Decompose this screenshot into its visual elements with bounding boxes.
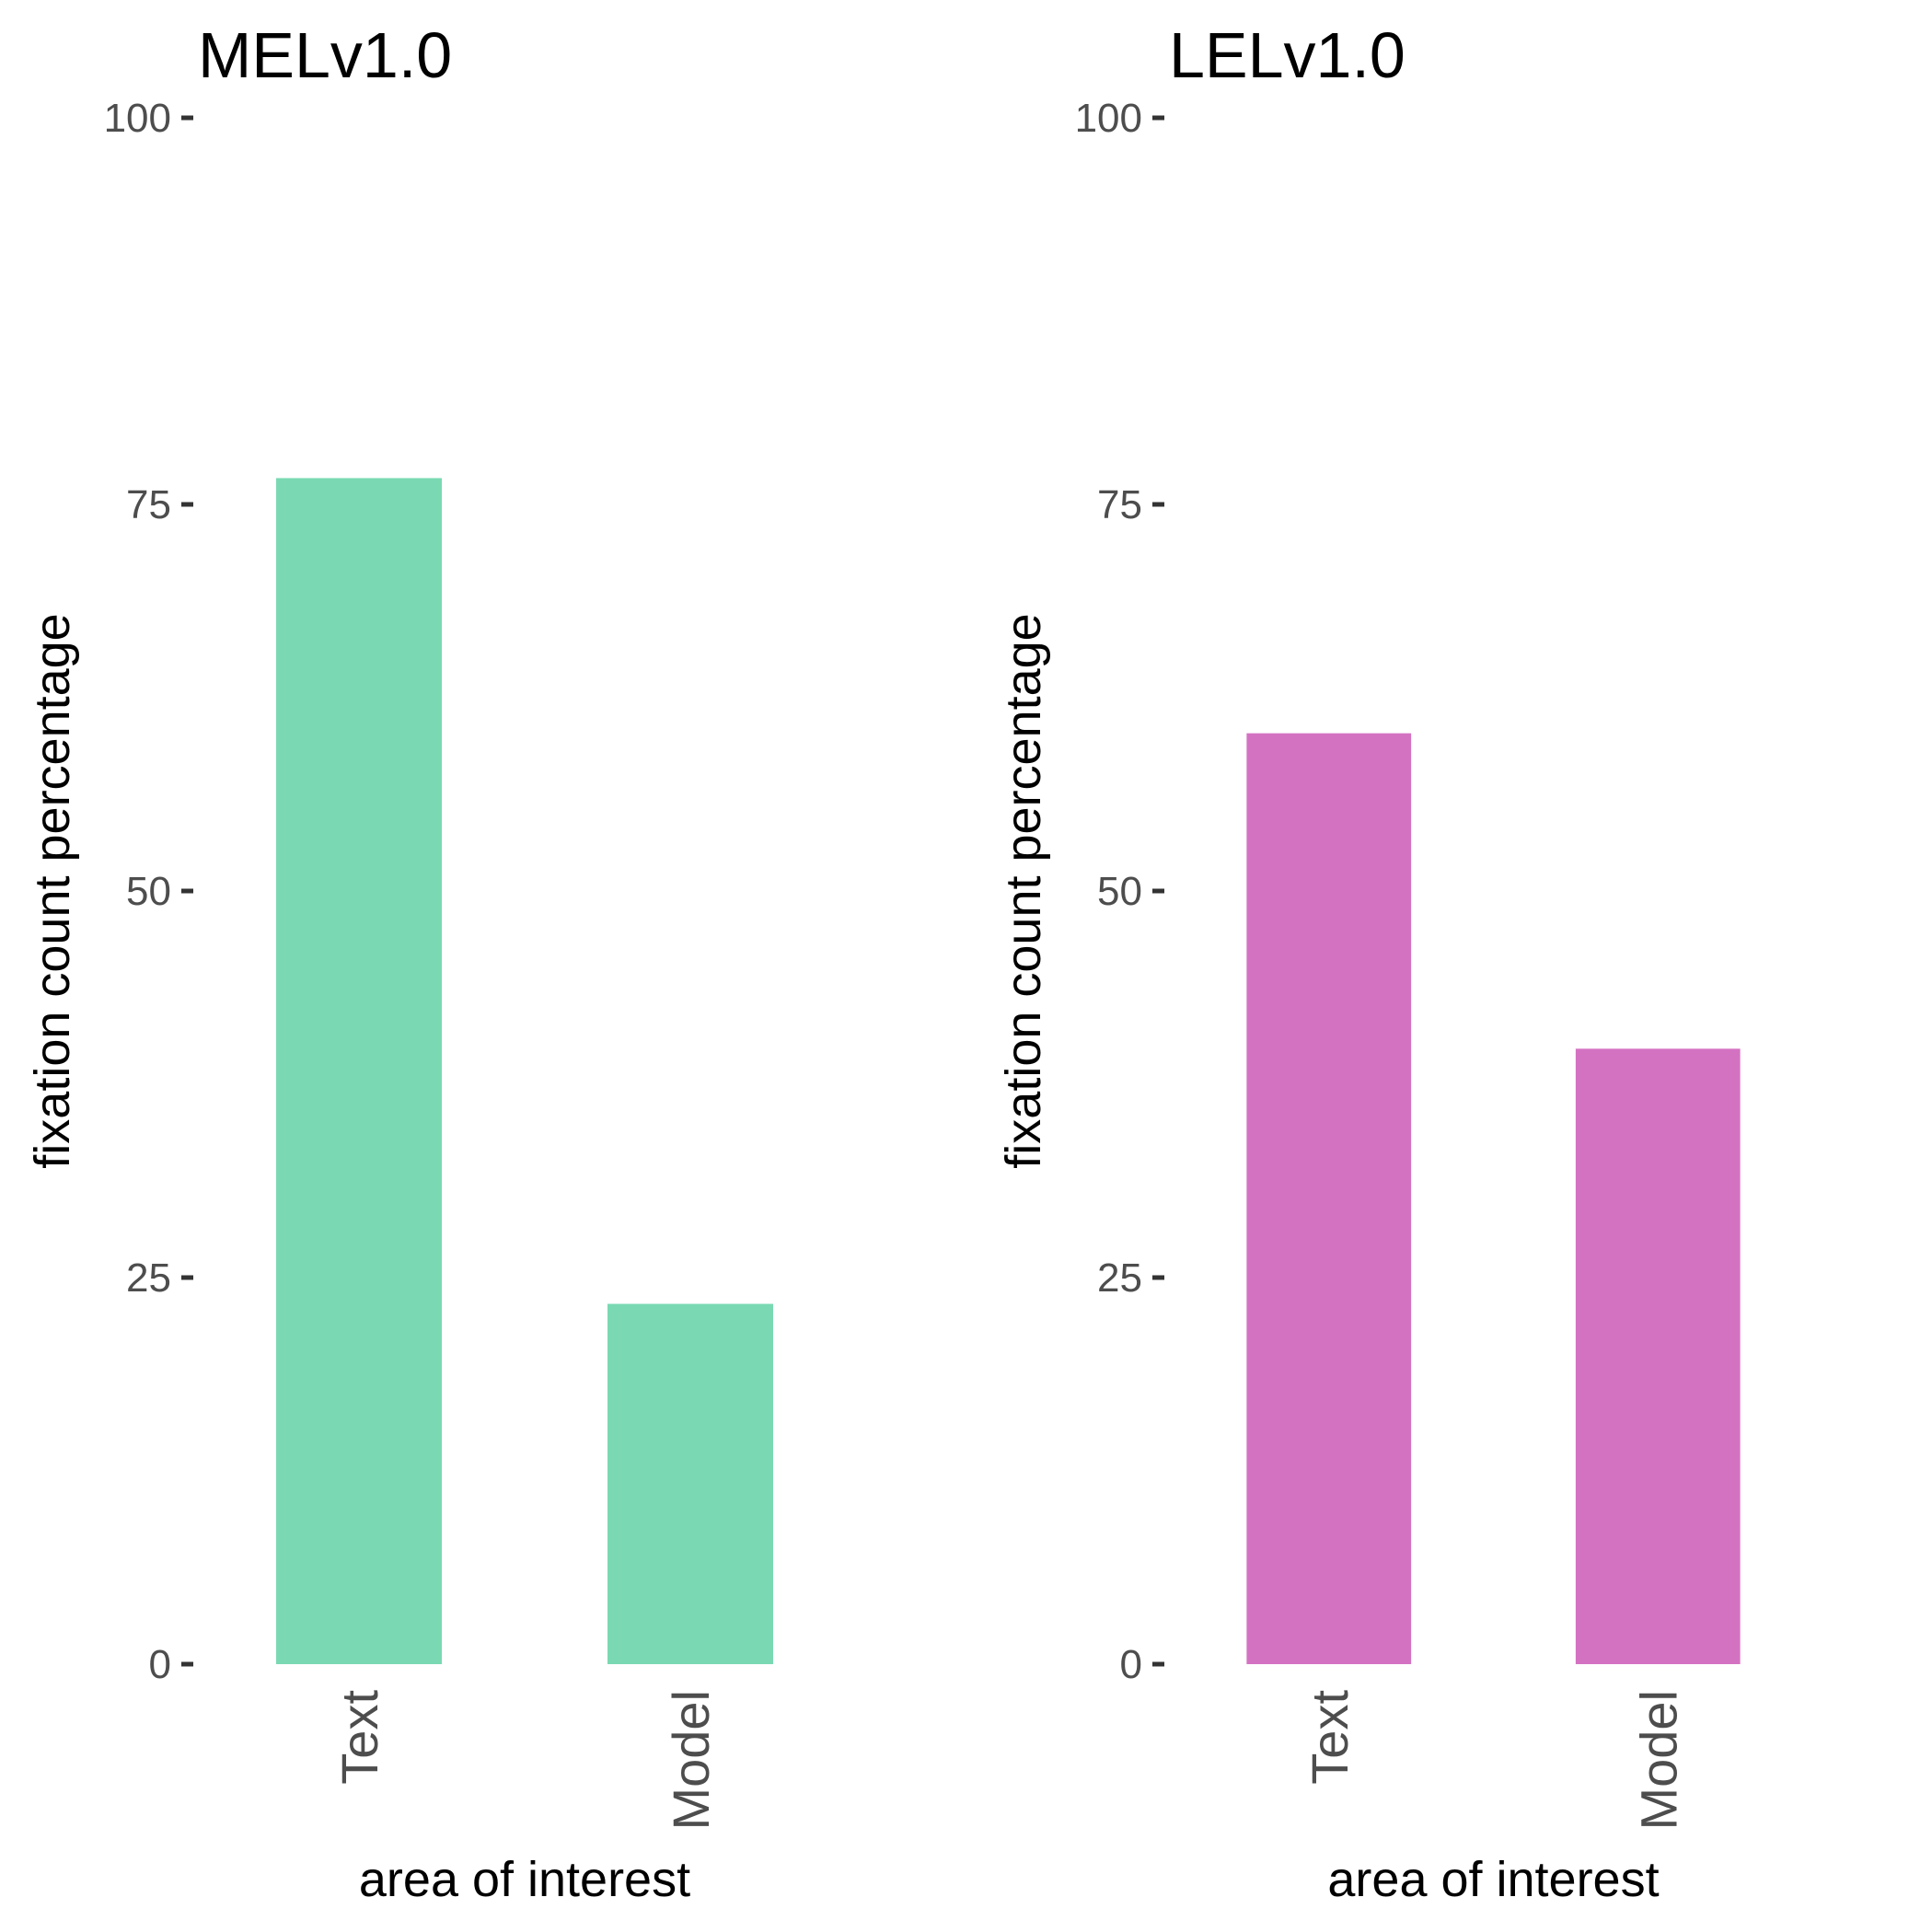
x-tick-label: Model bbox=[1629, 1690, 1687, 1831]
bar-model bbox=[1575, 1048, 1741, 1664]
y-tick-label: 100 bbox=[104, 96, 171, 141]
y-tick-label: 0 bbox=[149, 1642, 171, 1687]
y-tick-label: 50 bbox=[1097, 869, 1142, 914]
chart-title-1: LELv1.0 bbox=[1169, 19, 1406, 91]
y-axis-title-1: fixation count percentage bbox=[996, 613, 1051, 1168]
bar-text bbox=[1246, 733, 1412, 1664]
y-axis-title-0: fixation count percentage bbox=[25, 613, 80, 1168]
y-tick-label: 50 bbox=[126, 869, 171, 914]
x-tick-label: Text bbox=[1301, 1690, 1359, 1785]
y-tick-label: 75 bbox=[1097, 482, 1142, 527]
y-tick-label: 100 bbox=[1075, 96, 1142, 141]
chart-title-0: MELv1.0 bbox=[198, 19, 452, 91]
x-axis-title-1: area of interest bbox=[1327, 1852, 1659, 1907]
x-axis-title-0: area of interest bbox=[359, 1852, 690, 1907]
y-tick-label: 75 bbox=[126, 482, 171, 527]
y-tick-label: 0 bbox=[1120, 1642, 1142, 1687]
bar-model bbox=[607, 1303, 773, 1664]
y-tick-label: 25 bbox=[1097, 1255, 1142, 1301]
y-tick-label: 25 bbox=[126, 1255, 171, 1301]
bar-text bbox=[276, 478, 442, 1665]
x-tick-label: Text bbox=[330, 1690, 388, 1785]
x-tick-label: Model bbox=[662, 1690, 720, 1831]
